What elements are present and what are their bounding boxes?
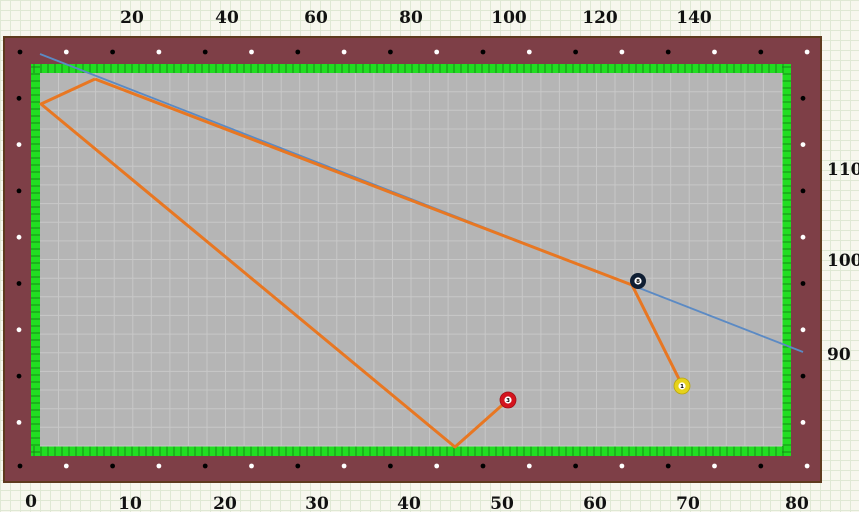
rail-diamond xyxy=(758,49,764,55)
rail-diamond xyxy=(712,49,717,55)
right-axis-label: 90 xyxy=(827,345,851,365)
top-axis-label: 20 xyxy=(120,8,144,28)
rail-diamond xyxy=(800,234,806,240)
right-axis-label: 100 xyxy=(827,251,859,271)
rail-diamond xyxy=(16,327,22,333)
rail-diamond xyxy=(712,463,717,469)
rail-diamond xyxy=(17,49,23,55)
rail-diamond xyxy=(800,327,806,333)
right-axis-label: 110 xyxy=(827,160,859,180)
bottom-axis-label: 40 xyxy=(397,494,421,512)
rail-diamond xyxy=(16,188,22,194)
rail-diamond xyxy=(800,420,806,425)
bottom-axis-label: 0 xyxy=(25,492,37,512)
top-axis-label: 40 xyxy=(215,8,239,28)
ball-red-spot xyxy=(504,396,512,404)
rail-diamond xyxy=(526,463,532,469)
rail-diamond xyxy=(16,281,22,286)
cue-ball-path xyxy=(39,77,510,449)
rail-diamond xyxy=(800,95,806,101)
ball-yellow-spot xyxy=(678,382,686,390)
top-axis-label: 100 xyxy=(491,8,527,28)
ball-black-spot xyxy=(634,277,642,285)
bottom-axis-label: 30 xyxy=(305,494,329,512)
rail-diamond xyxy=(480,49,486,55)
rail-diamond xyxy=(434,49,440,55)
ball-yellow[interactable]: 1 xyxy=(673,377,691,395)
rail-diamonds xyxy=(16,49,810,469)
ball-red[interactable]: 3 xyxy=(499,391,517,409)
rail-diamond xyxy=(16,142,22,148)
rail-diamond xyxy=(800,281,806,286)
top-axis-label: 80 xyxy=(399,8,423,28)
rail-diamond xyxy=(480,463,486,469)
bottom-axis-label: 70 xyxy=(676,494,700,512)
rail-diamond xyxy=(804,463,810,469)
rail-diamond xyxy=(17,463,23,469)
rail-diamond xyxy=(573,463,578,469)
ball-black-number: 8 xyxy=(636,279,640,285)
rail-diamond xyxy=(804,49,810,55)
rail-diamond xyxy=(573,49,578,55)
rail-diamond xyxy=(249,463,254,469)
rail-diamond xyxy=(388,49,393,55)
cushion-notches xyxy=(31,64,791,456)
rail-diamond xyxy=(800,373,806,379)
rail-diamond xyxy=(156,463,162,469)
ball-black[interactable]: 8 xyxy=(630,273,646,289)
rail-diamond xyxy=(434,463,440,469)
top-axis: 20 40 60 80 100 120 140 xyxy=(120,8,712,28)
top-axis-label: 140 xyxy=(676,8,712,28)
ball-yellow-number: 1 xyxy=(680,384,684,390)
bottom-axis-label: 10 xyxy=(118,494,142,512)
rail-diamond xyxy=(16,95,22,101)
top-axis-label: 60 xyxy=(304,8,328,28)
rail-diamond xyxy=(526,49,532,55)
bottom-axis: 0 10 20 30 40 50 60 70 80 xyxy=(25,492,809,512)
rail-diamond xyxy=(202,463,208,469)
bottom-axis-label: 20 xyxy=(213,494,237,512)
rail-diamond xyxy=(295,49,301,55)
rail-diamond xyxy=(110,49,115,55)
rail-diamond xyxy=(341,463,347,469)
rail-diamond xyxy=(619,49,625,55)
rail-diamond xyxy=(16,420,22,425)
rail-diamond xyxy=(665,49,671,55)
rail-diamond xyxy=(800,142,806,148)
rail-diamond xyxy=(388,463,393,469)
rail-diamond xyxy=(758,463,764,469)
rail-diamond xyxy=(110,463,115,469)
rail-diamond xyxy=(295,463,301,469)
rail-diamond xyxy=(341,49,347,55)
rail-diamond xyxy=(202,49,208,55)
bottom-axis-label: 80 xyxy=(785,494,809,512)
bottom-axis-label: 50 xyxy=(490,494,514,512)
rail-diamond xyxy=(665,463,671,469)
rail-diamond xyxy=(156,49,162,55)
top-axis-label: 120 xyxy=(582,8,618,28)
ball-red-number: 3 xyxy=(506,398,510,404)
right-axis: 110 100 90 xyxy=(827,160,859,365)
felt-grid xyxy=(40,73,783,447)
rail-diamond xyxy=(16,234,22,240)
rail-diamond xyxy=(63,49,69,55)
rail-diamond xyxy=(619,463,625,469)
rail-diamond xyxy=(16,373,22,379)
rail-diamond xyxy=(800,188,806,194)
rail-diamond xyxy=(249,49,254,55)
rail-diamond xyxy=(63,463,69,469)
bottom-axis-label: 60 xyxy=(583,494,607,512)
